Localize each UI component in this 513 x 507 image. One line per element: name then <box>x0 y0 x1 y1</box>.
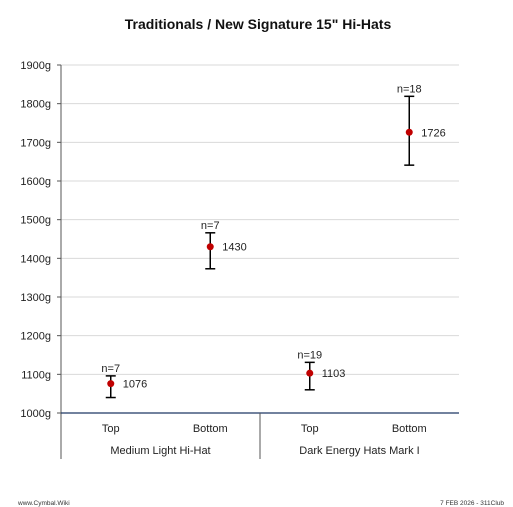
mean-marker <box>306 369 314 377</box>
mean-marker <box>206 243 214 251</box>
y-tick-label: 1300g <box>20 292 51 304</box>
chart-title: Traditionals / New Signature 15" Hi-Hats <box>125 16 392 32</box>
value-label: 1430 <box>222 242 246 254</box>
y-tick-label: 1200g <box>20 331 51 343</box>
y-tick-label: 1000g <box>20 408 51 420</box>
x-axis: Top Bottom Top Bottom Medium Light Hi-Hat Dar… <box>61 412 459 459</box>
y-tick-label: 1600g <box>20 176 51 188</box>
x-group-label: Dark Energy Hats Mark I <box>299 445 419 457</box>
gridlines <box>61 64 459 375</box>
y-tick-label: 1400g <box>20 253 51 265</box>
footer-right: 7 FEB 2026 - 311Club <box>440 500 504 507</box>
y-tick-label: 1500g <box>20 215 51 227</box>
value-label: 1076 <box>123 379 147 391</box>
y-tick-label: 1800g <box>20 99 51 111</box>
n-label: n=18 <box>397 83 422 95</box>
y-tick-label: 1900g <box>20 60 51 72</box>
n-label: n=7 <box>201 220 220 232</box>
x-group-label: Medium Light Hi-Hat <box>110 445 210 457</box>
mean-marker <box>107 380 115 388</box>
mean-marker <box>405 128 413 136</box>
x-category-label: Bottom <box>193 423 228 435</box>
x-category-label: Top <box>102 423 120 435</box>
y-tick-label: 1100g <box>21 369 51 381</box>
y-tick-label: 1700g <box>20 137 51 149</box>
x-category-label: Bottom <box>392 423 427 435</box>
value-label: 1726 <box>421 127 445 139</box>
n-label: n=7 <box>101 363 120 375</box>
y-axis: 1000g 1100g 1200g 1300g 1400g 1500g 1600g 1700g… <box>20 60 62 459</box>
footer-left: www.Cymbal.Wiki <box>17 500 70 507</box>
x-category-label: Top <box>301 423 319 435</box>
value-label: 1103 <box>322 368 346 380</box>
n-label: n=19 <box>297 349 322 361</box>
